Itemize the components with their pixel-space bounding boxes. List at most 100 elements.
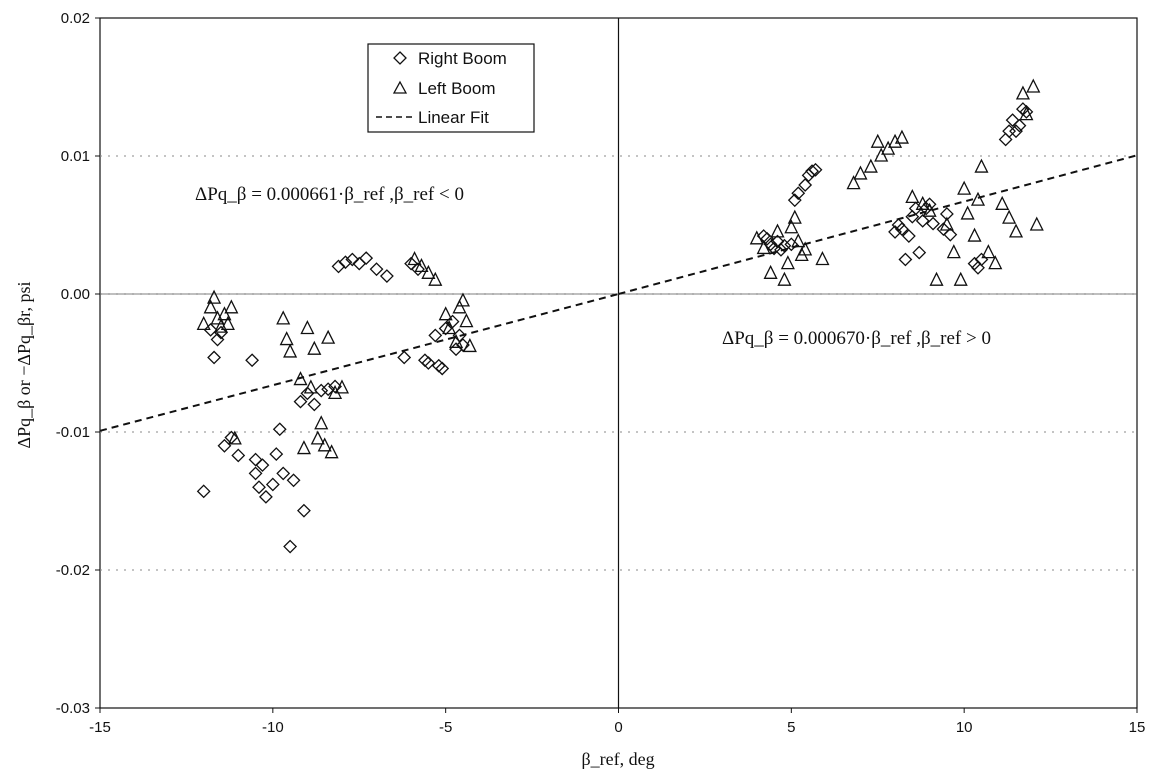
left-boom-point [756,240,771,255]
left-boom-point [995,195,1010,210]
left-boom-point [887,133,903,148]
left-boom-point [967,227,982,242]
left-boom-point [981,244,996,259]
right-boom-point [255,458,270,473]
right-boom-point [345,252,360,267]
left-boom-point [317,437,332,452]
left-boom-point [894,129,909,144]
right-boom-point [207,350,221,365]
left-boom-point [974,158,989,173]
left-boom-point [846,175,861,190]
left-boom-point [462,337,477,353]
linear-fit-segment [99,293,619,432]
right-boom-point [808,162,823,177]
left-boom-point [452,299,467,314]
right-boom-point [926,216,940,231]
left-boom-point [1008,223,1024,238]
linear-fit-line [99,154,1138,432]
left-boom-point [224,299,239,314]
left-boom-point [314,415,329,430]
y-tick-label: 0.02 [61,10,90,27]
right-boom-point [314,383,329,398]
right-boom-point [265,477,280,492]
right-boom-point [998,132,1013,147]
left-boom-point [303,379,318,394]
left-boom-point [815,251,830,266]
legend-label-left-boom: Left Boom [418,79,496,98]
left-boom-point [428,271,443,286]
x-axis-label: β_ref, deg [581,749,654,769]
left-boom-point [780,255,795,270]
right-boom-point [196,484,211,499]
left-boom-point [960,205,975,220]
left-boom-point [870,133,885,148]
right-boom-point [1005,113,1020,128]
right-boom-point [245,353,260,368]
right-boom-point [895,222,909,237]
x-tick-label: 0 [614,719,622,736]
y-tick-label: 0.00 [61,286,90,303]
x-tick-label: 15 [1129,719,1146,736]
left-boom-point [438,306,453,321]
right-boom-point [231,448,246,463]
left-boom-point [321,329,336,344]
left-boom-point [279,331,294,346]
left-boom-point [957,180,972,195]
left-boom-point [853,165,868,180]
right-boom-point [252,480,266,495]
left-boom-point [455,292,471,307]
right-boom-point [435,361,450,376]
x-tick-label: -10 [262,719,284,736]
right-boom-point [774,242,788,257]
left-boom-point [307,340,322,355]
left-boom-point [421,264,436,279]
legend: Right Boom Left Boom Linear Fit [367,43,535,133]
right-boom-point [369,262,384,277]
left-boom-point [210,310,225,325]
left-boom-point [763,264,778,279]
left-boom-point [334,379,350,394]
tick-labels: -15 -10 -5 0 5 10 15 0.02 0.01 0.00 -0.01 -0.02 -0.0… [56,10,1146,736]
left-boom-point [915,195,930,210]
left-boom-point [227,430,242,445]
right-boom-point [297,503,311,518]
right-boom-point [259,489,273,504]
right-boom-point [908,201,923,216]
right-boom-point [331,259,346,274]
left-boom-point [939,216,954,231]
right-boom-point [269,447,284,461]
left-boom-point [881,140,896,155]
y-tick-label: -0.03 [56,700,90,717]
left-boom-point [863,158,878,173]
legend-label-right-boom: Right Boom [418,49,507,68]
right-boom-point [397,350,412,365]
left-boom-point [929,271,944,286]
left-boom-point [874,147,889,162]
left-boom-point [293,371,308,386]
left-boom-point [310,430,325,445]
left-boom-point [276,310,291,325]
right-boom-point [798,178,813,192]
right-boom-point [272,422,287,437]
left-boom-point [459,313,474,328]
linear-fit-segment [618,154,1138,295]
data-points [196,78,1044,554]
legend-triangle-marker [392,80,408,94]
left-boom-point [953,271,968,286]
x-tick-label: 10 [956,719,973,736]
left-boom-point [1029,216,1044,231]
right-boom-point [276,466,291,481]
y-axis-label: ΔPq_β or −ΔPq_βr, psi [14,282,34,449]
right-boom-point [421,356,436,370]
left-boom-point [777,271,792,286]
right-boom-point [784,237,799,252]
left-boom-point [988,255,1003,270]
right-boom-point [428,328,443,343]
left-boom-point [196,315,211,331]
right-boom-point [438,321,453,336]
left-boom-point [442,320,457,335]
legend-label-linear-fit: Linear Fit [418,108,489,127]
left-boom-point [905,188,920,204]
right-boom-point [791,186,806,201]
right-boom-point [1019,104,1034,119]
